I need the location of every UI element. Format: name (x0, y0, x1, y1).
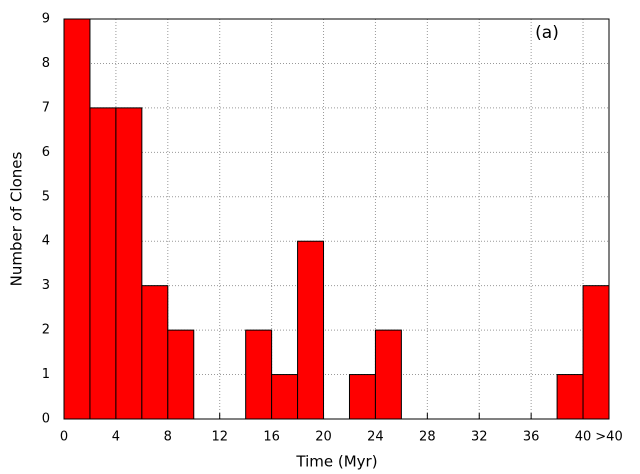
x-tick-label: 12 (211, 430, 228, 445)
y-tick-label: 6 (42, 145, 50, 160)
x-tick-label: 4 (112, 430, 120, 445)
bar (63, 18, 91, 420)
y-tick-label: 0 (42, 412, 50, 427)
x-tick-label: 8 (164, 430, 172, 445)
x-tick-label: 16 (263, 430, 280, 445)
bar (167, 329, 195, 420)
bar (556, 374, 584, 420)
x-tick-label: 40 (575, 430, 592, 445)
bar (348, 374, 376, 420)
y-tick-label: 1 (42, 367, 50, 382)
x-tick-label: 28 (419, 430, 436, 445)
y-tick-label: 3 (42, 278, 50, 293)
bar (141, 285, 169, 420)
x-tick-label: 20 (315, 430, 332, 445)
x-tick-label: 0 (60, 430, 68, 445)
x-tick-label: 36 (523, 430, 540, 445)
bar (245, 329, 273, 420)
bar (115, 107, 143, 420)
bar (582, 285, 610, 420)
bar (271, 374, 299, 420)
annotation: (a) (535, 23, 559, 43)
y-tick-label: 2 (42, 323, 50, 338)
y-tick-label: 9 (42, 12, 50, 27)
plot-frame (63, 18, 610, 420)
x-axis-label: Time (Myr) (295, 453, 377, 471)
y-tick-label: 4 (42, 234, 50, 249)
y-tick-label: 8 (42, 56, 50, 71)
bar (374, 329, 402, 420)
bar (89, 107, 117, 420)
y-axis-label: Number of Clones (8, 152, 26, 287)
x-tick-label: 32 (471, 430, 488, 445)
y-tick-label: 7 (42, 100, 50, 115)
bar (297, 240, 325, 420)
x-tick-label: >40 (595, 430, 622, 445)
y-tick-label: 5 (42, 189, 50, 204)
x-tick-label: 24 (367, 430, 384, 445)
